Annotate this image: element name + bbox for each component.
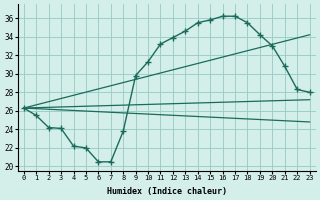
X-axis label: Humidex (Indice chaleur): Humidex (Indice chaleur) bbox=[107, 187, 227, 196]
